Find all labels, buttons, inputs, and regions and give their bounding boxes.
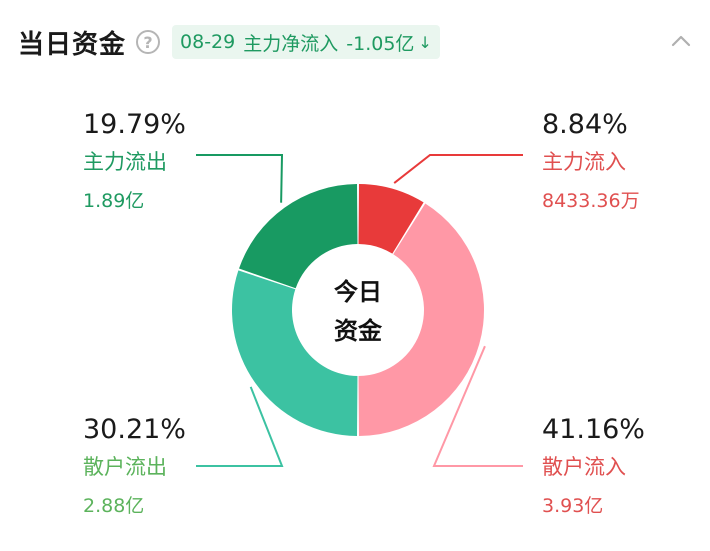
leader-line-retail-in (432, 345, 523, 467)
donut-slice-retail-in (358, 203, 485, 436)
center-label-line-1: 今日 (334, 278, 382, 306)
net-inflow-badge: 08-29 主力净流入 -1.05亿 ↓ (172, 25, 440, 59)
slice-percent-retail-out: 30.21% (83, 414, 186, 445)
leader-line-retail-out (196, 386, 284, 467)
slice-amount-main-in: 8433.36万 (542, 190, 640, 212)
donut-slice-main-in (358, 184, 424, 254)
leader-line-main-in (393, 154, 523, 184)
center-label-line-2: 资金 (334, 317, 383, 345)
slice-amount-retail-in: 3.93亿 (542, 495, 603, 517)
slice-label-main-out: 主力流出 (83, 150, 167, 174)
chevron-up-icon[interactable] (670, 30, 692, 52)
donut-slice-main-out (239, 184, 358, 289)
slice-label-main-in: 主力流入 (542, 150, 626, 174)
slice-amount-retail-out: 2.88亿 (83, 495, 144, 517)
question-circle-icon[interactable]: ? (136, 30, 161, 54)
slice-percent-retail-in: 41.16% (542, 414, 645, 445)
leader-line-main-out (196, 154, 284, 203)
slice-percent-main-out: 19.79% (83, 109, 186, 140)
badge-date: 08-29 (180, 31, 236, 53)
section-title: 当日资金 (18, 29, 127, 60)
slice-amount-main-out: 1.89亿 (83, 190, 144, 212)
section-header: 当日资金 ? 08-29 主力净流入 -1.05亿 ↓ (18, 22, 440, 62)
donut-slice-retail-out (232, 270, 358, 436)
badge-label: 主力净流入 (243, 32, 339, 55)
slice-percent-main-in: 8.84% (542, 109, 628, 140)
arrow-down-icon: ↓ (418, 32, 432, 52)
slice-label-retail-out: 散户流出 (83, 455, 167, 479)
slice-label-retail-in: 散户流入 (542, 455, 626, 479)
badge-value: -1.05亿 (346, 32, 415, 55)
